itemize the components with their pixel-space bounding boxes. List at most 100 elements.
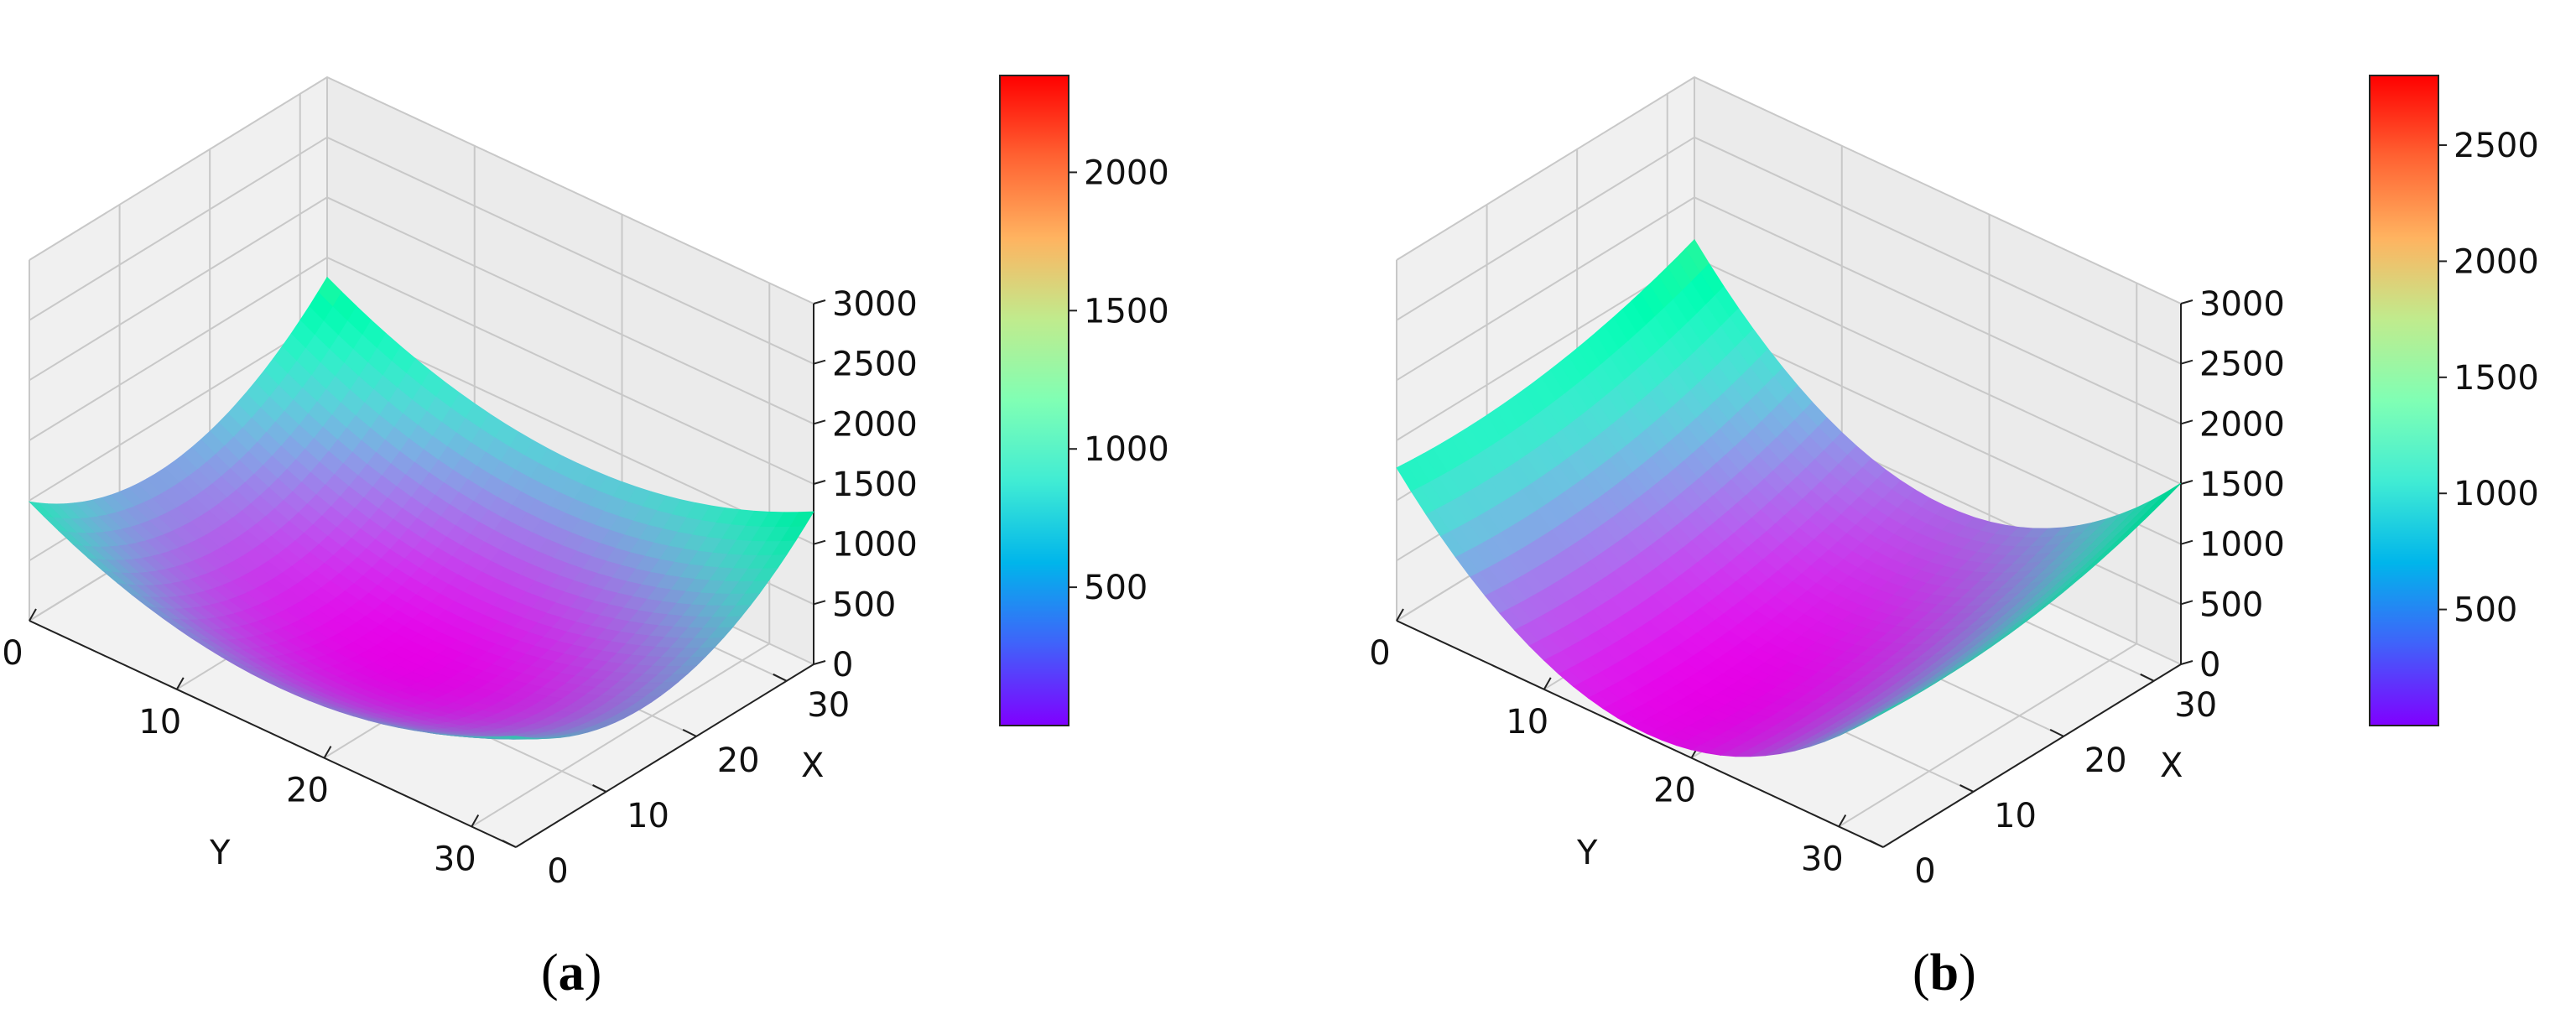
y-tick	[1396, 608, 1404, 622]
grid-line	[1396, 75, 2182, 304]
z-tick	[2180, 600, 2194, 606]
z-tick	[813, 419, 826, 425]
x-tick	[2140, 673, 2155, 682]
tick-marks-a	[29, 299, 826, 848]
z-tick-label: 1500	[832, 466, 918, 504]
grid-line	[1838, 643, 2137, 828]
z-tick-label: 500	[832, 585, 896, 624]
colorbar-tick-label: 2000	[2454, 242, 2539, 281]
z-tick-label: 1000	[832, 526, 918, 565]
panel-letter-a: a	[559, 944, 585, 1002]
x-tick-label: 30	[807, 686, 850, 725]
colorbar-gradient	[999, 75, 1069, 726]
panel-label-b: (b)	[1912, 944, 1976, 1002]
y-axis-line	[1396, 620, 1884, 848]
grid-line	[29, 196, 814, 425]
z-tick	[813, 480, 826, 485]
colorbar-tick-label: 1000	[2454, 475, 2539, 513]
tick-marks-b	[1396, 299, 2194, 848]
surface-patch	[1868, 706, 1893, 721]
y-tick-label: 30	[434, 840, 476, 878]
y-tick-label: 0	[2, 634, 23, 673]
y-axis-label-b: Y	[1576, 834, 1598, 872]
surface-plot-a	[28, 276, 814, 740]
z-tick-label: 0	[2199, 646, 2220, 684]
z-tick-label: 3000	[2199, 285, 2285, 324]
z-tick-label: 1000	[2199, 526, 2285, 565]
grid-line	[29, 75, 814, 304]
y-axis-label-a: Y	[209, 834, 231, 872]
z-tick	[813, 299, 826, 304]
z-tick-label: 500	[2199, 585, 2263, 624]
x-tick	[773, 673, 788, 682]
colorbar-gradient	[2369, 75, 2439, 726]
x-tick-label: 10	[627, 797, 669, 835]
colorbar-tick-label: 1000	[1084, 430, 1169, 469]
z-tick	[813, 600, 826, 606]
z-tick	[2180, 480, 2194, 485]
x-tick	[682, 728, 697, 737]
colorbar-tick-label: 500	[2454, 591, 2517, 630]
grid-line	[1396, 136, 2182, 365]
y-tick	[175, 677, 185, 690]
z-tick	[2180, 660, 2194, 665]
y-axis-line	[29, 620, 517, 848]
z-tick	[813, 660, 826, 665]
x-tick	[1869, 840, 1884, 848]
colorbar-b: 500 1000 1500 2000 2500	[2369, 75, 2539, 726]
z-tick-label: 1500	[2199, 466, 2285, 504]
x-tick-label: 20	[717, 741, 760, 780]
grid-line	[471, 643, 770, 828]
grid-line	[1396, 196, 2182, 425]
y-tick-label: 0	[1369, 634, 1390, 673]
y-tick	[1838, 814, 1847, 827]
grid-line	[29, 256, 814, 485]
z-tick	[2180, 539, 2194, 545]
z-tick-label: 2500	[832, 346, 918, 384]
y-tick	[471, 814, 480, 827]
x-tick-label: 0	[1914, 852, 1935, 891]
x-tick	[1959, 784, 1975, 793]
z-tick	[813, 539, 826, 545]
x-tick-label: 20	[2084, 741, 2127, 780]
panel-letter-b: b	[1930, 944, 1959, 1002]
y-tick-label: 20	[1653, 772, 1696, 810]
x-tick	[502, 840, 517, 848]
colorbar-tick-label: 1500	[1084, 292, 1169, 330]
x-axis-line	[515, 663, 814, 848]
z-tick	[813, 359, 826, 365]
z-tick-label: 2500	[2199, 346, 2285, 384]
surface-patch	[501, 736, 525, 739]
x-tick	[592, 784, 607, 793]
y-tick-label: 30	[1801, 840, 1844, 878]
x-tick-label: 30	[2174, 686, 2217, 725]
grid-line	[29, 136, 814, 365]
y-tick-label: 10	[1506, 703, 1548, 741]
panel-label-a: (a)	[541, 944, 601, 1002]
z-tick-label: 2000	[832, 405, 918, 444]
x-axis-label-b: X	[2160, 747, 2183, 785]
y-tick-label: 10	[138, 703, 181, 741]
y-tick-label: 20	[286, 772, 329, 810]
surface-plot-b	[1396, 239, 2182, 757]
y-tick	[323, 746, 332, 759]
colorbar-a: 500 1000 1500 2000	[999, 75, 1169, 726]
colorbar-tick-label: 500	[1084, 569, 1147, 607]
colorbar-tick-label: 2000	[1084, 153, 1169, 192]
y-tick	[29, 608, 37, 622]
colorbar-tick-label: 2500	[2454, 127, 2539, 165]
colorbar-tick-label: 1500	[2454, 359, 2539, 398]
z-tick	[2180, 299, 2194, 304]
x-tick	[2049, 728, 2064, 737]
z-tick	[2180, 359, 2194, 365]
y-tick	[1543, 677, 1552, 690]
z-tick-label: 3000	[832, 285, 918, 324]
z-tick-label: 2000	[2199, 405, 2285, 444]
z-tick-label: 0	[832, 646, 853, 684]
x-axis-line	[1882, 663, 2182, 848]
